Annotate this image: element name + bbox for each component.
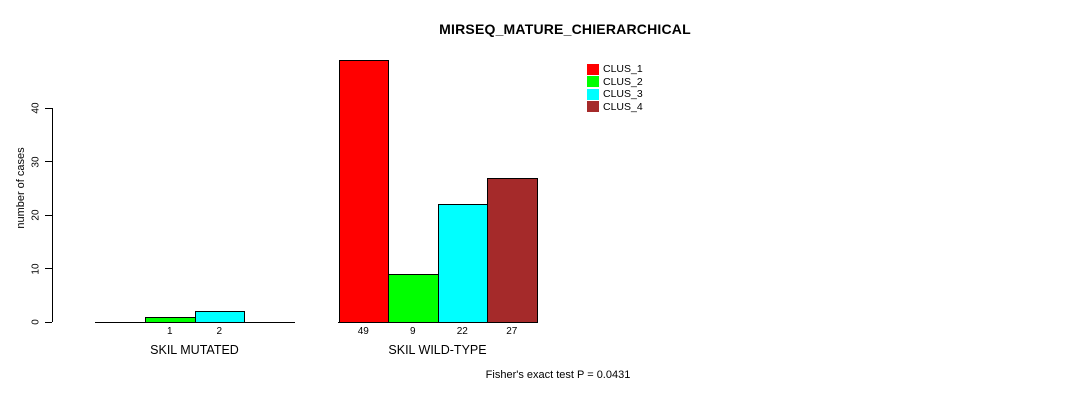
bar-value-label: 1 bbox=[166, 326, 173, 337]
category-label: SKIL WILD-TYPE bbox=[388, 343, 487, 357]
y-axis-label: number of cases bbox=[15, 147, 27, 229]
y-tick-label: 30 bbox=[30, 155, 42, 168]
legend-item: CLUS_1 bbox=[587, 63, 643, 76]
y-tick bbox=[45, 268, 52, 269]
legend-label: CLUS_3 bbox=[603, 88, 643, 101]
bar-value-label: 22 bbox=[456, 326, 468, 337]
bar-clus_3-1 bbox=[194, 311, 245, 323]
bar-clus_1-2 bbox=[338, 59, 389, 323]
legend-label: CLUS_1 bbox=[603, 63, 643, 76]
legend-swatch-clus_2 bbox=[587, 76, 599, 88]
bar-clus_2-1 bbox=[145, 316, 196, 323]
category-label: SKIL MUTATED bbox=[150, 343, 239, 357]
bar-value-label: 49 bbox=[357, 326, 369, 337]
y-tick-label: 20 bbox=[30, 209, 42, 221]
legend-label: CLUS_4 bbox=[603, 100, 643, 113]
bar-value-label: 27 bbox=[506, 326, 518, 337]
y-tick bbox=[45, 321, 52, 323]
bar-clus_4-2 bbox=[487, 177, 538, 323]
y-tick bbox=[45, 107, 52, 109]
bar-clus_2-2 bbox=[388, 273, 439, 323]
legend-swatch-clus_4 bbox=[587, 101, 599, 113]
y-tick-label: 40 bbox=[30, 102, 42, 114]
bar-clus_3-2 bbox=[437, 204, 488, 323]
legend-swatch-clus_3 bbox=[587, 88, 599, 100]
legend: CLUS_1 CLUS_2 CLUS_3 CLUS_4 bbox=[587, 63, 643, 113]
y-axis-line bbox=[52, 108, 53, 322]
y-tick bbox=[45, 161, 52, 162]
y-tick-label: 0 bbox=[30, 319, 42, 325]
y-tick bbox=[45, 214, 52, 216]
legend-item: CLUS_4 bbox=[587, 101, 643, 114]
y-tick-label: 10 bbox=[30, 262, 42, 275]
legend-item: CLUS_3 bbox=[587, 88, 643, 101]
bar-value-label: 9 bbox=[409, 326, 416, 337]
annotation-text: Fisher's exact test P = 0.0431 bbox=[485, 369, 631, 381]
chart-title: MIRSEQ_MATURE_CHIERARCHICAL bbox=[439, 21, 691, 37]
bar-value-label: 2 bbox=[216, 326, 223, 337]
legend-swatch-clus_1 bbox=[587, 63, 599, 75]
legend-item: CLUS_2 bbox=[587, 76, 643, 89]
legend-label: CLUS_2 bbox=[603, 75, 643, 88]
